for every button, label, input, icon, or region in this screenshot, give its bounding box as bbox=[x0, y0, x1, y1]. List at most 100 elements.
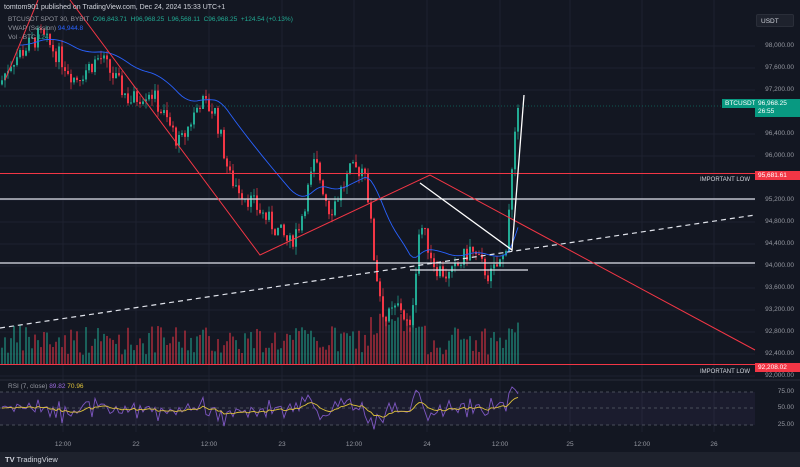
candle-body bbox=[40, 28, 42, 30]
candle-body bbox=[106, 55, 108, 60]
candle-body bbox=[373, 218, 375, 261]
volume-bar bbox=[292, 339, 294, 365]
volume-bar bbox=[226, 341, 228, 365]
currency-selector[interactable]: USDT bbox=[756, 14, 794, 27]
candle-body bbox=[52, 44, 54, 52]
volume-bar bbox=[496, 341, 498, 365]
price-tick: 95,200.00 bbox=[765, 196, 794, 203]
volume-bar bbox=[16, 342, 18, 365]
volume-bar bbox=[340, 333, 342, 365]
volume-bar bbox=[286, 333, 288, 365]
rsi-value: 89.82 bbox=[49, 383, 66, 390]
volume-bar bbox=[4, 337, 6, 365]
candle-body bbox=[268, 211, 270, 220]
volume-bar bbox=[253, 348, 255, 365]
volume-bar bbox=[508, 328, 510, 365]
volume-bar bbox=[379, 313, 381, 365]
volume-bar bbox=[7, 352, 9, 365]
candle-body bbox=[118, 73, 120, 76]
candle-body bbox=[124, 93, 126, 96]
volume-bar bbox=[289, 335, 291, 365]
volume-bar bbox=[514, 332, 516, 365]
candle-body bbox=[352, 162, 354, 164]
candle-body bbox=[406, 319, 408, 321]
candle-body bbox=[208, 98, 210, 112]
volume-bar bbox=[397, 317, 399, 365]
candle-body bbox=[382, 296, 384, 317]
volume-bar bbox=[148, 333, 150, 365]
volume-bar bbox=[394, 320, 396, 365]
volume-bar bbox=[352, 331, 354, 365]
candle-body bbox=[253, 195, 255, 197]
symbol-legend[interactable]: BTCUSDT SPOT 30, BYBIT O96,843.71 H96,96… bbox=[8, 16, 293, 23]
candle-body bbox=[412, 305, 414, 326]
volume-bar bbox=[142, 343, 144, 365]
candle-body bbox=[142, 101, 144, 104]
volume-bar bbox=[145, 354, 147, 365]
candle-body bbox=[262, 212, 264, 214]
candle-body bbox=[187, 126, 189, 137]
volume-bar bbox=[391, 319, 393, 365]
candle-body bbox=[517, 107, 519, 132]
candle-body bbox=[283, 224, 285, 236]
candle-body bbox=[76, 77, 78, 81]
price-chart[interactable] bbox=[0, 0, 800, 452]
volume-bar bbox=[205, 327, 207, 365]
candle-body bbox=[169, 117, 171, 126]
volume-bar bbox=[10, 338, 12, 365]
candle-body bbox=[280, 224, 282, 228]
candle-body bbox=[160, 111, 162, 114]
volume-bar bbox=[325, 349, 327, 365]
time-label: 12:00 bbox=[200, 441, 218, 448]
candle-body bbox=[403, 310, 405, 320]
candle-body bbox=[481, 254, 483, 259]
volume-legend[interactable]: Vol · BTC 124 bbox=[8, 34, 49, 41]
candle-body bbox=[487, 275, 489, 282]
candle-body bbox=[508, 209, 510, 252]
volume-bar bbox=[40, 347, 42, 365]
candle-body bbox=[409, 319, 411, 326]
rsi-tick: 75.00 bbox=[777, 388, 794, 395]
candle-body bbox=[112, 72, 114, 79]
volume-bar bbox=[271, 343, 273, 365]
volume-bar bbox=[103, 333, 105, 365]
candle-body bbox=[430, 252, 432, 259]
trend-line bbox=[4, 0, 39, 81]
candle-body bbox=[196, 107, 198, 113]
candle-body bbox=[511, 169, 513, 210]
volume-bar bbox=[376, 333, 378, 365]
volume-bar bbox=[112, 339, 114, 365]
volume-bar bbox=[469, 336, 471, 365]
volume-bar bbox=[487, 354, 489, 365]
candle-body bbox=[259, 209, 261, 214]
candle-body bbox=[199, 107, 201, 109]
volume-bar bbox=[343, 332, 345, 365]
vwap-legend[interactable]: VWAP (Session) 94,944.8 bbox=[8, 25, 84, 32]
candle-body bbox=[454, 262, 456, 267]
volume-bar bbox=[172, 336, 174, 365]
candle-body bbox=[202, 95, 204, 109]
candle-body bbox=[13, 65, 15, 67]
volume-bar bbox=[115, 343, 117, 365]
tradingview-logo[interactable]: TV TradingView bbox=[5, 455, 58, 464]
volume-bar bbox=[163, 337, 165, 365]
volume-bar bbox=[445, 349, 447, 365]
candle-body bbox=[364, 168, 366, 174]
price-tick: 96,000.00 bbox=[765, 152, 794, 159]
bar-countdown: 26:55 bbox=[758, 108, 775, 115]
volume-bar bbox=[415, 327, 417, 365]
rsi-legend[interactable]: RSI (7, close) 89.82 70.96 bbox=[8, 383, 84, 390]
candle-body bbox=[31, 37, 33, 39]
volume-bar bbox=[466, 339, 468, 365]
price-tick: 93,600.00 bbox=[765, 284, 794, 291]
volume-bar bbox=[385, 320, 387, 365]
volume-bar bbox=[202, 329, 204, 365]
volume-bar bbox=[109, 338, 111, 365]
candle-body bbox=[220, 129, 222, 134]
candle-body bbox=[229, 166, 231, 171]
volume-bar bbox=[388, 324, 390, 365]
candle-body bbox=[442, 266, 444, 277]
volume-bar bbox=[217, 339, 219, 365]
volume-bar bbox=[262, 352, 264, 365]
volume-bar bbox=[418, 326, 420, 365]
